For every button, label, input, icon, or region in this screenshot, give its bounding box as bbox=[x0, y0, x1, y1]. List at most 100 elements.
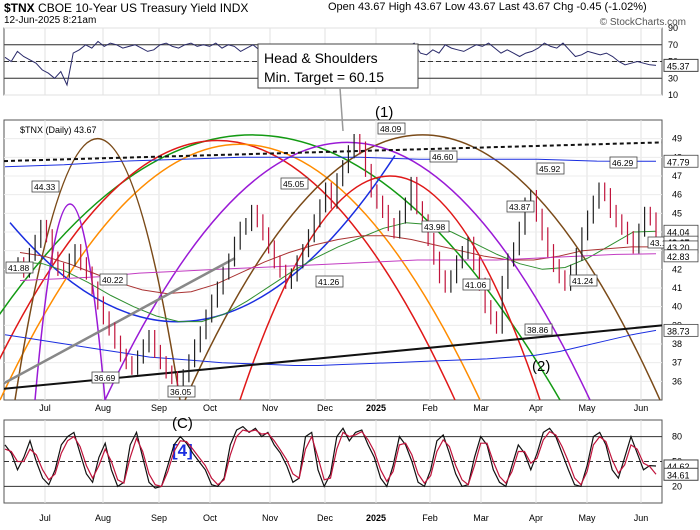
x-tick-label: 2025 bbox=[366, 403, 386, 413]
price-tick-label: 49 bbox=[672, 134, 682, 144]
price-tick-label: 36 bbox=[672, 376, 682, 386]
wave-label-1: (1) bbox=[375, 104, 393, 121]
price-badge-text: 43.20 bbox=[667, 243, 690, 253]
x-tick-label: Feb bbox=[422, 403, 438, 413]
price-badge-text: 47.79 bbox=[667, 157, 690, 167]
x-tick-label: Jun bbox=[634, 403, 649, 413]
price-tick-label: 38 bbox=[672, 339, 682, 349]
x-tick-label: May bbox=[578, 403, 596, 413]
stoch-d-line bbox=[4, 429, 657, 488]
x-tick-label-bottom: Dec bbox=[317, 513, 334, 523]
x-tick-label-bottom: Nov bbox=[262, 513, 279, 523]
stoch-badge-text: 34.61 bbox=[667, 470, 690, 480]
x-tick-label: Jul bbox=[39, 403, 51, 413]
price-tick-label: 37 bbox=[672, 358, 682, 368]
x-tick-label-bottom: Aug bbox=[95, 513, 111, 523]
price-tick-label: 47 bbox=[672, 171, 682, 181]
rsi-tick-label: 70 bbox=[668, 40, 678, 50]
x-tick-label: Mar bbox=[473, 403, 489, 413]
point-label: 43.98 bbox=[424, 222, 446, 232]
exchange: INDX bbox=[219, 1, 249, 15]
wave-label-2: (2) bbox=[532, 358, 550, 375]
rsi-badge-box bbox=[663, 58, 699, 72]
point-label-box bbox=[99, 273, 128, 286]
high-value: 43.67 bbox=[414, 1, 442, 13]
open-value: 43.67 bbox=[357, 1, 386, 13]
symbol-name: CBOE 10-Year US Treasury Yield bbox=[38, 1, 217, 15]
x-tick-label-bottom: May bbox=[578, 513, 596, 523]
point-label-box bbox=[91, 371, 120, 384]
stoch-badge-box bbox=[663, 467, 699, 481]
x-tick-label: Aug bbox=[95, 403, 111, 413]
x-tick-label: Oct bbox=[203, 403, 218, 413]
x-tick-label-bottom: Mar bbox=[473, 513, 489, 523]
point-label: 46.29 bbox=[612, 158, 634, 168]
price-tick-label: 40 bbox=[672, 302, 682, 312]
point-label: 43.18 bbox=[650, 238, 672, 248]
point-label-box bbox=[536, 162, 565, 175]
x-tick-label-bottom: Apr bbox=[529, 513, 543, 523]
point-label: 36.69 bbox=[94, 373, 116, 383]
point-label-box bbox=[280, 177, 309, 190]
x-tick-label-bottom: Jul bbox=[39, 513, 51, 523]
open-label: Open bbox=[328, 1, 355, 13]
point-label: 43.87 bbox=[509, 202, 531, 212]
cycle-arc bbox=[239, 175, 541, 401]
stoch-tick-label: 20 bbox=[672, 481, 682, 491]
chart-title: $TNX CBOE 10-Year US Treasury Yield INDX bbox=[4, 1, 248, 15]
point-label: 45.05 bbox=[283, 179, 305, 189]
x-tick-label: Sep bbox=[151, 403, 167, 413]
x-tick-label: Dec bbox=[317, 403, 334, 413]
stoch-tick-label: 80 bbox=[672, 432, 682, 442]
x-tick-label-bottom: Feb bbox=[422, 513, 438, 523]
cycle-arc bbox=[0, 134, 561, 401]
rsi-badge-text: 45.37 bbox=[667, 61, 690, 71]
last-value: 43.67 bbox=[522, 1, 551, 13]
price-badge-text: 42.83 bbox=[667, 252, 690, 262]
quote-line: Open 43.67 High 43.67 Low 43.67 Last 43.… bbox=[328, 1, 647, 13]
x-tick-label: Nov bbox=[262, 403, 279, 413]
point-label-box bbox=[462, 278, 491, 291]
point-label: 36.05 bbox=[170, 387, 192, 397]
annotation-line-1: Head & Shoulders bbox=[264, 50, 378, 66]
price-legend: $TNX (Daily) 43.67 bbox=[20, 125, 97, 135]
point-label: 41.24 bbox=[572, 276, 594, 286]
upper-band-line bbox=[4, 156, 657, 168]
stockcharts-brand: © StockCharts.com bbox=[599, 17, 686, 28]
point-label-box bbox=[167, 385, 196, 398]
point-label-box bbox=[569, 274, 598, 287]
price-badge-text: 44.04 bbox=[667, 227, 690, 237]
point-label-box bbox=[524, 323, 553, 336]
point-label: 46.60 bbox=[432, 152, 454, 162]
high-label: High bbox=[388, 1, 412, 13]
x-tick-label-bottom: Oct bbox=[203, 513, 218, 523]
point-label-box bbox=[5, 261, 34, 274]
point-label-box bbox=[421, 220, 450, 233]
price-badge-text: 38.73 bbox=[667, 326, 690, 336]
point-label: 41.26 bbox=[318, 277, 340, 287]
rsi-tick-label: 30 bbox=[668, 73, 678, 83]
price-badge-box bbox=[663, 249, 699, 263]
neckline-dashed bbox=[3, 141, 663, 163]
rsi-tick-label: 10 bbox=[668, 90, 678, 100]
x-tick-label: Apr bbox=[529, 403, 543, 413]
price-badge-box bbox=[663, 323, 699, 337]
chg-value: -0.45 (-1.02%) bbox=[576, 1, 647, 13]
point-label: 45.92 bbox=[539, 164, 561, 174]
stoch-k-line bbox=[4, 425, 657, 489]
chart-datetime: 12-Jun-2025 8:21am bbox=[4, 15, 97, 26]
price-tick-label: 42 bbox=[672, 264, 682, 274]
cycle-arc bbox=[184, 134, 661, 401]
point-label-box bbox=[429, 150, 458, 163]
low-label: Low bbox=[444, 1, 466, 13]
price-tick-label: 41 bbox=[672, 283, 682, 293]
point-label: 38.86 bbox=[527, 325, 549, 335]
price-tick-label: 46 bbox=[672, 190, 682, 200]
symbol: $TNX bbox=[4, 1, 35, 15]
x-tick-label-bottom: Sep bbox=[151, 513, 167, 523]
point-label-box bbox=[609, 156, 638, 169]
wave-label-c: (C) bbox=[172, 415, 193, 432]
x-tick-label-bottom: 2025 bbox=[366, 513, 386, 523]
